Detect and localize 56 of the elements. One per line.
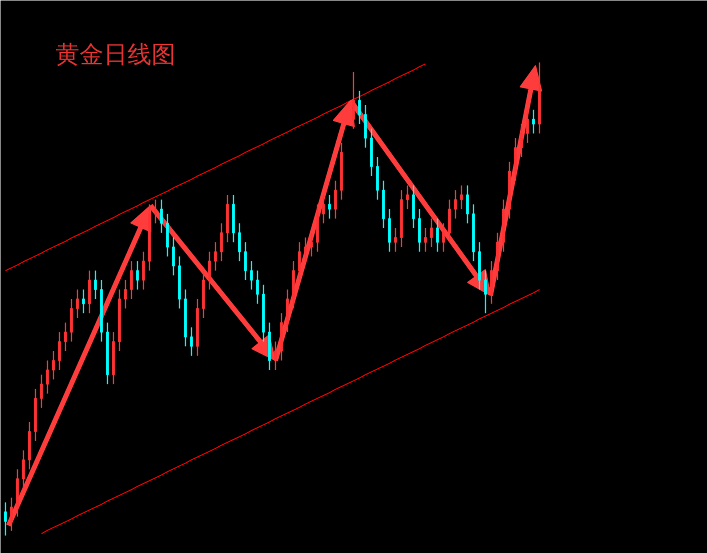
candlestick: [130, 260, 133, 300]
candlestick: [244, 242, 247, 281]
chart-title: 黄金日线图: [56, 40, 176, 68]
candlestick: [40, 374, 43, 408]
candlestick: [4, 502, 7, 536]
candlestick: [214, 242, 217, 272]
candlestick: [442, 222, 445, 252]
candlestick: [358, 90, 361, 125]
candlestick: [412, 184, 415, 229]
candlestick: [484, 270, 487, 314]
candlestick: [58, 331, 61, 371]
candlestick: [460, 184, 463, 210]
candlestick: [136, 260, 139, 290]
candlestick: [172, 236, 175, 276]
candlestick: [124, 279, 127, 310]
candlestick: [166, 213, 169, 258]
candlestick: [406, 184, 409, 210]
candlestick: [388, 208, 391, 252]
candlestick: [424, 227, 427, 252]
candlestick: [334, 180, 337, 220]
candlestick: [304, 236, 307, 262]
candlestick: [76, 288, 79, 319]
candlestick: [364, 104, 367, 148]
candlestick: [64, 322, 67, 352]
candlestick: [142, 251, 145, 290]
candlestick: [160, 199, 163, 234]
candlestick: [436, 218, 439, 252]
candlestick: [94, 270, 97, 300]
candlestick: [238, 222, 241, 262]
candlestick: [520, 123, 523, 158]
candlestick: [328, 194, 331, 220]
candlestick: [220, 222, 223, 262]
candlestick: [256, 270, 259, 304]
candlestick: [70, 298, 73, 342]
candlestick: [514, 138, 517, 182]
candlestick: [52, 350, 55, 380]
candlestick: [208, 251, 211, 290]
candlestick: [82, 288, 85, 314]
candlestick: [250, 260, 253, 290]
candlestick: [526, 109, 529, 144]
candlestick: [430, 218, 433, 248]
candlestick: [190, 326, 193, 356]
candlestick: [448, 199, 451, 243]
candlestick: [46, 360, 49, 394]
candlestick: [454, 190, 457, 220]
candlestick: [322, 194, 325, 224]
candlestick: [418, 208, 421, 252]
candlestick: [88, 270, 91, 314]
candlestick: [532, 109, 535, 134]
candlestick: [22, 450, 25, 489]
candlestick: [298, 242, 301, 281]
candlestick: [286, 288, 289, 333]
candlestick: [376, 156, 379, 200]
candlestick: [466, 184, 469, 224]
candlestick: [310, 232, 313, 258]
candlestick: [394, 227, 397, 252]
